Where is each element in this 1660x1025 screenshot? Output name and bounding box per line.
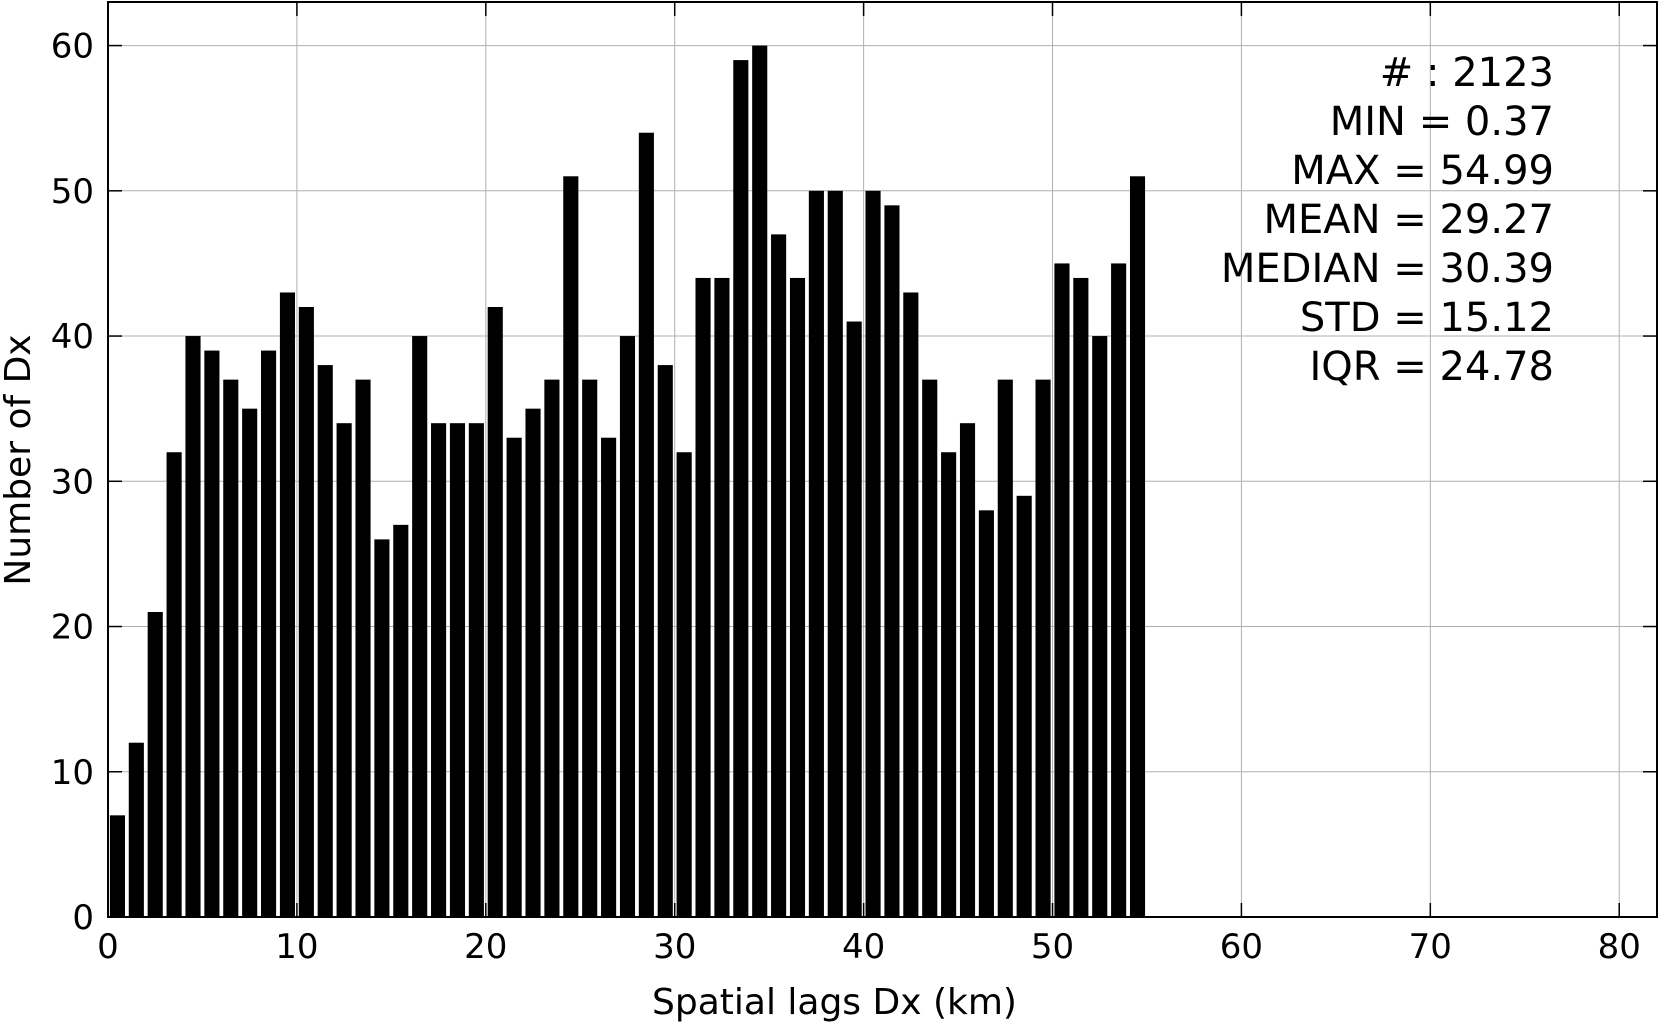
bar: [941, 452, 957, 917]
bar: [261, 350, 277, 918]
bar: [752, 45, 768, 918]
bar: [374, 539, 390, 917]
bar: [733, 60, 749, 918]
stat-line: STD = 15.12: [1300, 295, 1554, 341]
x-tick-label: 80: [1598, 927, 1641, 967]
bar: [204, 350, 220, 918]
bar: [865, 190, 881, 918]
bar: [582, 379, 598, 918]
x-tick-label: 60: [1220, 927, 1263, 967]
bar: [846, 321, 862, 917]
bar: [449, 423, 466, 917]
bar: [1016, 495, 1032, 917]
y-tick-labels: 0 10 20 30 40 50 60: [51, 27, 94, 938]
bar: [884, 205, 900, 918]
bar: [393, 524, 409, 917]
stat-line: MIN = 0.37: [1330, 99, 1554, 145]
bar: [242, 408, 258, 917]
bar: [147, 612, 163, 917]
bar: [1092, 336, 1108, 917]
bar: [1073, 277, 1089, 917]
bar: [563, 176, 579, 918]
x-tick-labels: 0 10 20 30 40 50 60 70 80: [97, 927, 1641, 967]
stat-line: MEAN = 29.27: [1263, 197, 1554, 243]
stat-line: # : 2123: [1380, 50, 1554, 96]
x-tick-label: 30: [653, 927, 696, 967]
bar: [166, 452, 182, 917]
bar: [317, 365, 333, 918]
bar: [827, 190, 843, 918]
bar: [922, 379, 938, 918]
bar: [601, 437, 617, 917]
x-tick-label: 50: [1031, 927, 1074, 967]
bar: [978, 510, 994, 917]
bar: [336, 423, 352, 917]
bar: [128, 742, 144, 917]
bar: [1054, 263, 1070, 917]
bar: [808, 190, 824, 918]
bar: [771, 234, 787, 917]
y-tick-label: 20: [51, 608, 94, 648]
bar: [431, 423, 447, 917]
bar: [544, 379, 560, 918]
bar: [1129, 176, 1146, 918]
x-axis-title: Spatial lags Dx (km): [652, 982, 1017, 1023]
x-tick-label: 70: [1409, 927, 1452, 967]
bar: [185, 336, 201, 917]
y-tick-label: 40: [51, 317, 94, 357]
plot-frame: [107, 1, 1658, 918]
y-tick-label: 10: [51, 753, 94, 793]
bar: [1035, 379, 1051, 918]
bar: [657, 365, 673, 918]
y-tick-label: 0: [72, 898, 94, 938]
y-axis-title: Number of Dx: [0, 334, 39, 585]
bar: [223, 379, 239, 918]
bar: [468, 423, 484, 917]
bar: [109, 815, 126, 917]
bar: [959, 423, 976, 917]
bars: [109, 45, 1146, 918]
bar: [619, 336, 636, 917]
bar: [487, 307, 503, 917]
tick-marks: [107, 2, 1657, 918]
bar: [676, 452, 692, 917]
y-tick-label: 50: [51, 172, 94, 212]
bar: [997, 379, 1013, 918]
x-tick-label: 0: [97, 927, 119, 967]
x-tick-label: 40: [842, 927, 885, 967]
bar: [714, 277, 730, 917]
bar: [412, 336, 428, 917]
x-tick-label: 20: [464, 927, 507, 967]
bar: [298, 307, 314, 917]
y-tick-label: 60: [51, 27, 94, 67]
bar: [903, 292, 919, 917]
stat-line: MEDIAN = 30.39: [1221, 246, 1554, 292]
stat-line: MAX = 54.99: [1291, 148, 1554, 194]
bar: [695, 277, 711, 917]
x-tick-label: 10: [275, 927, 318, 967]
bar: [1111, 263, 1127, 917]
bar: [638, 132, 654, 917]
bar: [506, 437, 522, 917]
bar: [525, 408, 541, 917]
y-tick-label: 30: [51, 462, 94, 502]
stat-line: IQR = 24.78: [1309, 344, 1554, 390]
bar: [789, 277, 806, 917]
bar: [279, 292, 296, 917]
bar: [355, 379, 371, 918]
